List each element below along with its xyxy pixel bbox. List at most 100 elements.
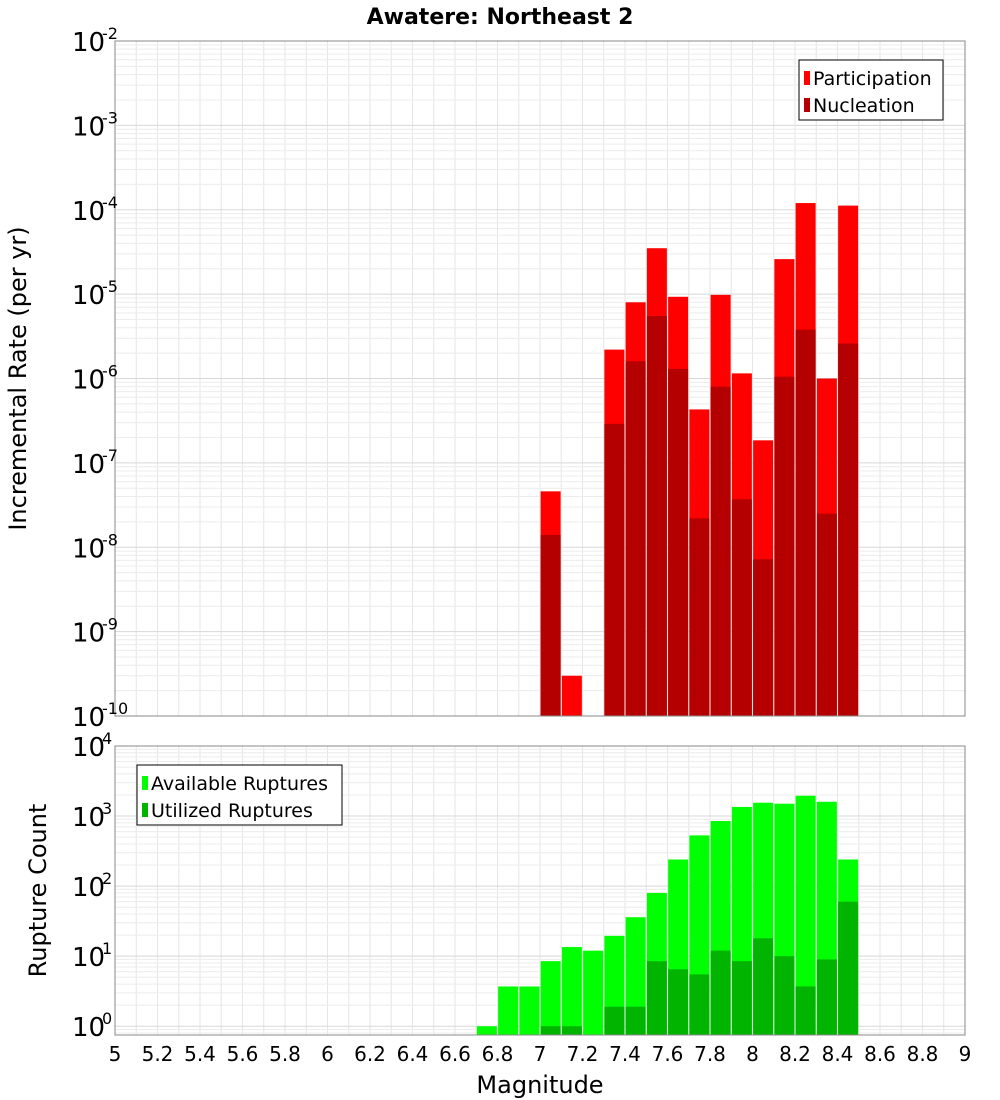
y-tick-label: 10	[72, 197, 105, 227]
bottom-plot-legend: Available Ruptures Utilized Ruptures	[136, 764, 343, 826]
x-axis-label: Magnitude	[476, 1071, 603, 1099]
chart-title: Awatere: Northeast 2	[367, 5, 634, 30]
bar-nucleation	[731, 499, 752, 716]
bar-nucleation	[540, 534, 561, 716]
legend-swatch	[142, 776, 148, 790]
bar-utilized-ruptures	[838, 901, 859, 1035]
bar-utilized-ruptures	[646, 961, 667, 1035]
bar-available-ruptures	[498, 986, 519, 1035]
x-tick-label: 7.8	[694, 1042, 726, 1066]
legend-swatch	[142, 803, 148, 817]
legend-swatch	[804, 71, 810, 85]
x-tick-label: 8.4	[822, 1042, 854, 1066]
x-tick-label: 6.8	[482, 1042, 514, 1066]
bar-available-ruptures	[540, 961, 561, 1035]
x-tick-label: 8.2	[779, 1042, 811, 1066]
y-tick-label: 10	[72, 28, 105, 58]
x-tick-label: 6	[321, 1042, 334, 1066]
bar-nucleation	[689, 518, 710, 716]
x-tick-label: 5.6	[227, 1042, 259, 1066]
bar-available-ruptures	[519, 986, 540, 1035]
top-plot-area	[114, 40, 966, 717]
x-axis-tick-labels: 5 5.2 5.4 5.6 5.8 6 6.2 6.4 6.6 6.8 7 7.2 7.4 7.6 7.8 8…	[109, 1042, 972, 1066]
x-tick-label: 6.4	[397, 1042, 429, 1066]
bar-available-ruptures	[561, 947, 582, 1035]
legend-box	[798, 59, 944, 121]
y-tick-label: 10	[72, 1013, 105, 1043]
bar-available-ruptures	[476, 1026, 497, 1035]
y-tick-label: 10	[72, 366, 105, 396]
bar-available-ruptures	[625, 917, 646, 1035]
y-tick-exponent: -6	[102, 362, 118, 381]
y-tick-label: 10	[72, 703, 105, 733]
y-tick-label: 10	[72, 943, 105, 973]
bar-utilized-ruptures	[604, 1006, 625, 1035]
bar-utilized-ruptures	[795, 986, 816, 1035]
legend-swatch	[804, 98, 810, 112]
bar-nucleation	[710, 386, 731, 716]
y-tick-exponent: 1	[102, 939, 112, 958]
bar-participation	[561, 675, 582, 716]
bar-available-ruptures	[795, 795, 816, 1035]
y-tick-label: 10	[72, 873, 105, 903]
y-tick-exponent: -4	[102, 193, 118, 212]
bar-utilized-ruptures	[710, 950, 731, 1035]
bar-nucleation	[753, 559, 774, 716]
x-tick-label: 7.6	[652, 1042, 684, 1066]
x-tick-label: 7.2	[567, 1042, 599, 1066]
y-tick-exponent: -2	[102, 24, 118, 43]
y-tick-exponent: 3	[102, 799, 112, 818]
y-tick-label: 10	[72, 112, 105, 142]
top-plot-y-axis-label: Incremental Rate (per yr)	[4, 226, 32, 530]
y-tick-exponent: -3	[102, 108, 118, 127]
x-tick-label: 7	[534, 1042, 547, 1066]
legend-label: Participation	[813, 68, 932, 90]
x-tick-label: 8.6	[864, 1042, 896, 1066]
x-tick-label: 5.4	[184, 1042, 216, 1066]
bar-utilized-ruptures	[816, 959, 837, 1035]
bar-nucleation	[795, 329, 816, 716]
y-tick-label: 10	[72, 803, 105, 833]
y-tick-label: 10	[72, 534, 105, 564]
x-tick-label: 5.2	[142, 1042, 174, 1066]
bar-nucleation	[668, 368, 689, 716]
bar-utilized-ruptures	[540, 1026, 561, 1035]
x-tick-label: 7.4	[609, 1042, 641, 1066]
y-tick-label: 10	[72, 619, 105, 649]
bar-utilized-ruptures	[774, 956, 795, 1035]
bottom-plot-area	[114, 745, 966, 1036]
bar-utilized-ruptures	[753, 938, 774, 1035]
top-plot-gridlines	[114, 40, 966, 717]
x-tick-label: 9	[959, 1042, 972, 1066]
x-tick-label: 5	[109, 1042, 122, 1066]
x-tick-label: 8	[746, 1042, 759, 1066]
y-tick-label: 10	[72, 733, 105, 763]
top-plot-legend: Participation Nucleation	[798, 59, 944, 121]
bottom-plot-bars	[476, 795, 859, 1035]
bar-available-ruptures	[583, 950, 604, 1035]
y-tick-label: 10	[72, 281, 105, 311]
y-tick-exponent: -10	[102, 699, 128, 718]
y-tick-exponent: -5	[102, 277, 118, 296]
y-tick-exponent: -7	[102, 446, 118, 465]
legend-box	[136, 764, 343, 826]
bar-nucleation	[816, 513, 837, 716]
legend-label: Available Ruptures	[151, 773, 328, 795]
bar-nucleation	[625, 361, 646, 716]
y-tick-exponent: 2	[102, 869, 112, 888]
bar-utilized-ruptures	[668, 969, 689, 1035]
legend-label: Nucleation	[813, 95, 915, 117]
bar-nucleation	[646, 316, 667, 716]
x-tick-label: 6.2	[354, 1042, 386, 1066]
legend-label: Utilized Ruptures	[151, 800, 313, 822]
bar-utilized-ruptures	[561, 1026, 582, 1035]
x-tick-label: 5.8	[269, 1042, 301, 1066]
bar-nucleation	[838, 343, 859, 716]
y-tick-exponent: 4	[102, 729, 112, 748]
y-tick-exponent: 0	[102, 1009, 112, 1028]
top-plot-bars	[540, 203, 859, 717]
x-tick-label: 8.8	[907, 1042, 939, 1066]
